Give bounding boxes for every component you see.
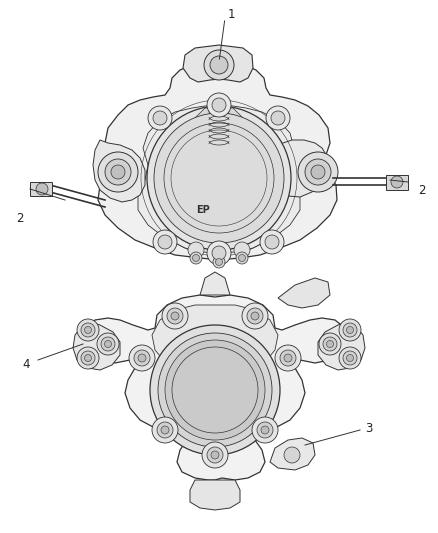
Circle shape [150,325,280,455]
Circle shape [98,152,138,192]
Circle shape [311,165,325,179]
Polygon shape [152,305,278,376]
Circle shape [207,93,231,117]
Polygon shape [200,272,230,295]
Circle shape [148,106,172,130]
Text: EP: EP [196,205,210,215]
Polygon shape [138,105,300,253]
Circle shape [271,111,285,125]
Circle shape [85,354,92,361]
Circle shape [257,422,273,438]
Circle shape [192,254,199,262]
Circle shape [162,303,188,329]
Circle shape [154,113,284,243]
Circle shape [339,319,361,341]
Circle shape [346,354,353,361]
Circle shape [298,152,338,192]
Circle shape [343,323,357,337]
Circle shape [111,165,125,179]
Circle shape [252,417,278,443]
Circle shape [158,235,172,249]
Circle shape [284,447,300,463]
Circle shape [158,333,272,447]
Polygon shape [270,140,328,197]
Circle shape [165,340,265,440]
Circle shape [147,106,291,250]
Circle shape [236,252,248,264]
Polygon shape [93,140,145,202]
Circle shape [211,451,219,459]
Polygon shape [318,322,365,370]
Circle shape [138,354,146,362]
Circle shape [153,111,167,125]
Circle shape [157,422,173,438]
Polygon shape [278,278,330,308]
Circle shape [105,341,112,348]
Circle shape [210,56,228,74]
Polygon shape [183,45,253,82]
Circle shape [134,350,150,366]
Circle shape [234,242,250,258]
Polygon shape [190,108,248,172]
Circle shape [212,98,226,112]
Circle shape [261,426,269,434]
Circle shape [346,327,353,334]
Circle shape [343,351,357,365]
Circle shape [284,354,292,362]
Text: 2: 2 [16,212,24,224]
Circle shape [167,308,183,324]
Circle shape [207,447,223,463]
Circle shape [319,333,341,355]
Circle shape [161,426,169,434]
Polygon shape [386,175,408,190]
Circle shape [204,50,234,80]
Circle shape [280,350,296,366]
Circle shape [171,312,179,320]
Text: 2: 2 [418,183,425,197]
Circle shape [323,337,337,351]
Polygon shape [83,295,347,480]
Text: 4: 4 [22,359,30,372]
Polygon shape [30,182,52,196]
Circle shape [77,347,99,369]
Circle shape [212,246,226,260]
Circle shape [275,345,301,371]
Polygon shape [73,322,120,370]
Circle shape [202,442,228,468]
Circle shape [266,106,290,130]
Circle shape [239,254,246,262]
Circle shape [260,230,284,254]
Circle shape [81,351,95,365]
Circle shape [265,235,279,249]
Circle shape [152,417,178,443]
Circle shape [391,176,403,188]
Circle shape [215,259,223,265]
Circle shape [105,159,131,185]
Circle shape [97,333,119,355]
Text: 3: 3 [365,422,372,434]
Circle shape [77,319,99,341]
Circle shape [213,256,225,268]
Circle shape [153,230,177,254]
Circle shape [85,327,92,334]
Circle shape [101,337,115,351]
Circle shape [129,345,155,371]
Circle shape [36,183,48,195]
Circle shape [339,347,361,369]
Polygon shape [270,438,315,470]
Circle shape [207,241,231,265]
Circle shape [190,252,202,264]
Circle shape [247,308,263,324]
Text: 1: 1 [228,7,236,20]
Polygon shape [98,62,337,260]
Circle shape [251,312,259,320]
Circle shape [188,242,204,258]
Polygon shape [190,480,240,510]
Circle shape [305,159,331,185]
Circle shape [326,341,333,348]
Circle shape [81,323,95,337]
Circle shape [242,303,268,329]
